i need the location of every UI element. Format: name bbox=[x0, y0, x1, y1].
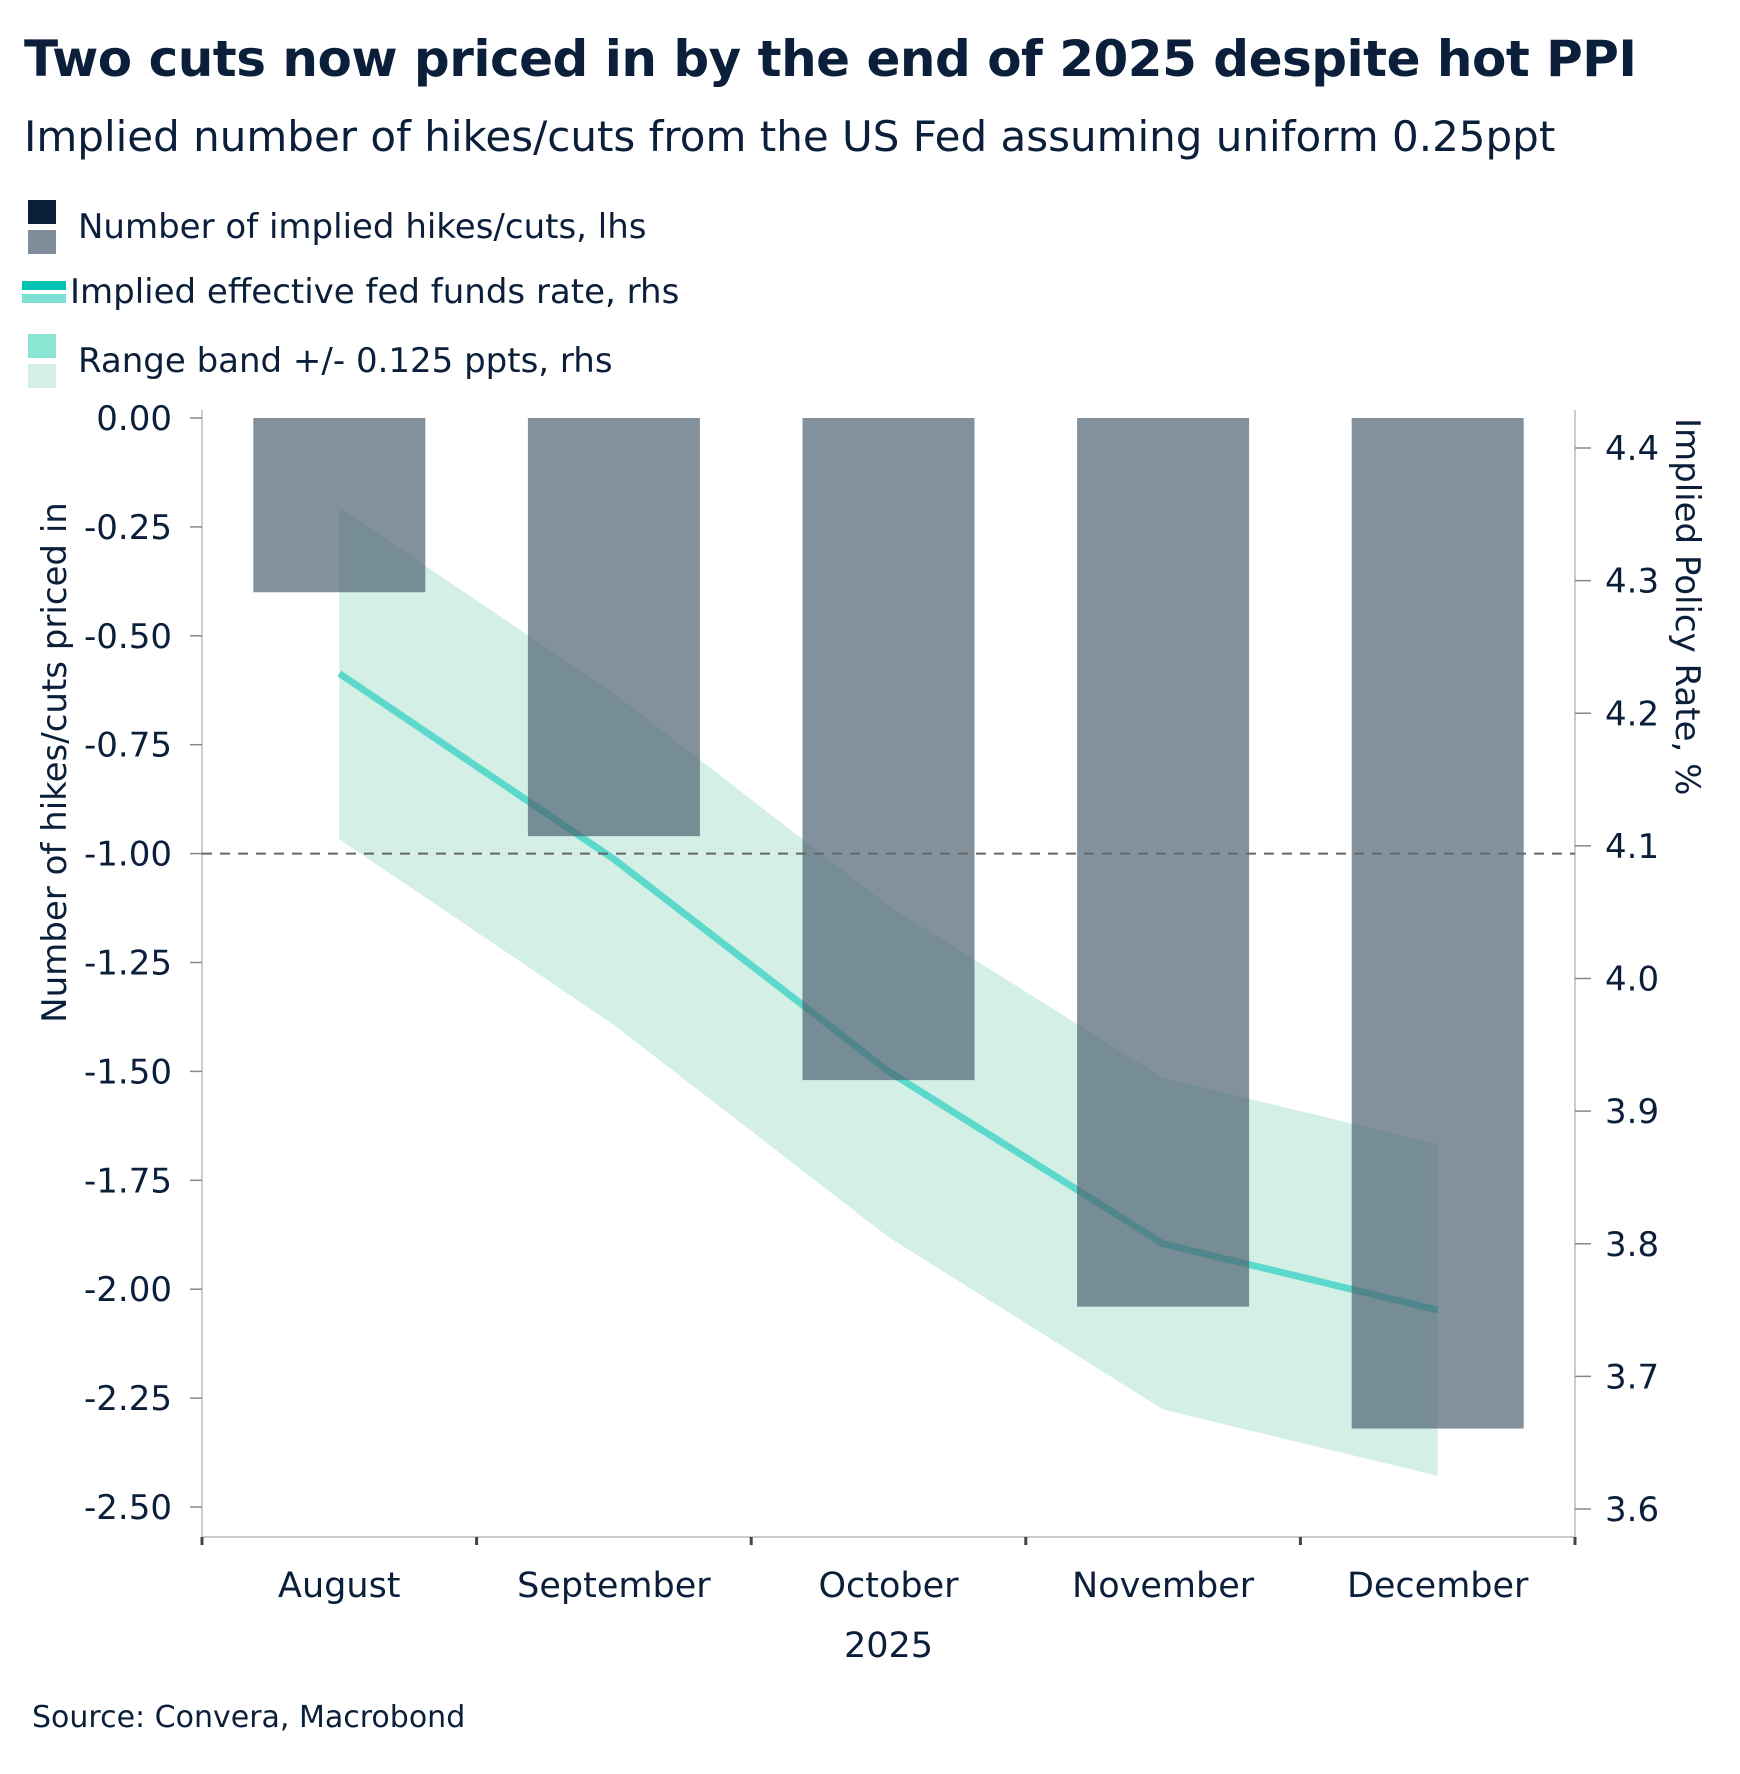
bar-september bbox=[527, 418, 700, 837]
right-tick-label: 4.4 bbox=[1605, 429, 1659, 469]
x-tick-label: August bbox=[278, 1566, 400, 1606]
source-note: Source: Convera, Macrobond bbox=[32, 1700, 466, 1735]
legend-label-band: Range band +/- 0.125 ppts, rhs bbox=[78, 341, 613, 381]
right-tick-label: 4.0 bbox=[1605, 960, 1659, 1000]
left-tick-label: -1.25 bbox=[84, 944, 172, 984]
right-tick-label: 4.3 bbox=[1605, 562, 1659, 602]
left-tick-label: -2.50 bbox=[84, 1488, 172, 1528]
right-tick-label: 3.9 bbox=[1605, 1092, 1659, 1132]
legend-label-line: Implied effective fed funds rate, rhs bbox=[70, 272, 680, 312]
right-tick-label: 3.6 bbox=[1605, 1490, 1659, 1530]
x-tick-label: November bbox=[1072, 1566, 1255, 1606]
left-tick-label: -2.25 bbox=[84, 1379, 172, 1419]
x-group-label: 2025 bbox=[844, 1626, 933, 1666]
x-tick-label: December bbox=[1347, 1566, 1529, 1606]
left-tick-label: -1.75 bbox=[84, 1161, 172, 1201]
left-tick-label: 0.00 bbox=[96, 399, 172, 439]
left-tick-label: -0.75 bbox=[84, 726, 172, 766]
left-tick-label: -1.50 bbox=[84, 1052, 172, 1092]
legend-swatch-line bbox=[22, 281, 66, 303]
chart-title: Two cuts now priced in by the end of 202… bbox=[24, 30, 1637, 88]
legend-label-bars: Number of implied hikes/cuts, lhs bbox=[78, 207, 647, 247]
left-tick-label: -2.00 bbox=[84, 1270, 172, 1310]
bar-october bbox=[802, 418, 975, 1081]
left-tick-label: -1.00 bbox=[84, 835, 172, 875]
right-tick-label: 3.7 bbox=[1605, 1357, 1659, 1397]
legend-item-bars: Number of implied hikes/cuts, lhs bbox=[28, 200, 647, 254]
x-tick-label: October bbox=[818, 1566, 959, 1606]
right-axis-title: Implied Policy Rate, % bbox=[1667, 418, 1707, 795]
right-tick-label: 4.1 bbox=[1605, 827, 1659, 867]
bar-november bbox=[1077, 418, 1250, 1307]
chart-subtitle: Implied number of hikes/cuts from the US… bbox=[24, 112, 1556, 161]
legend-item-band: Range band +/- 0.125 ppts, rhs bbox=[28, 334, 613, 388]
legend-item-line: Implied effective fed funds rate, rhs bbox=[22, 272, 679, 312]
legend-swatch-bars bbox=[28, 200, 56, 254]
left-tick-label: -0.25 bbox=[84, 508, 172, 548]
legend-swatch-band bbox=[28, 334, 56, 388]
right-tick-label: 3.8 bbox=[1605, 1225, 1659, 1265]
left-axis-title: Number of hikes/cuts priced in bbox=[35, 502, 75, 1023]
right-tick-label: 4.2 bbox=[1605, 694, 1659, 734]
bar-december bbox=[1351, 418, 1524, 1429]
bar-august bbox=[253, 418, 426, 593]
left-tick-label: -0.50 bbox=[84, 617, 172, 657]
x-tick-label: September bbox=[517, 1566, 711, 1606]
